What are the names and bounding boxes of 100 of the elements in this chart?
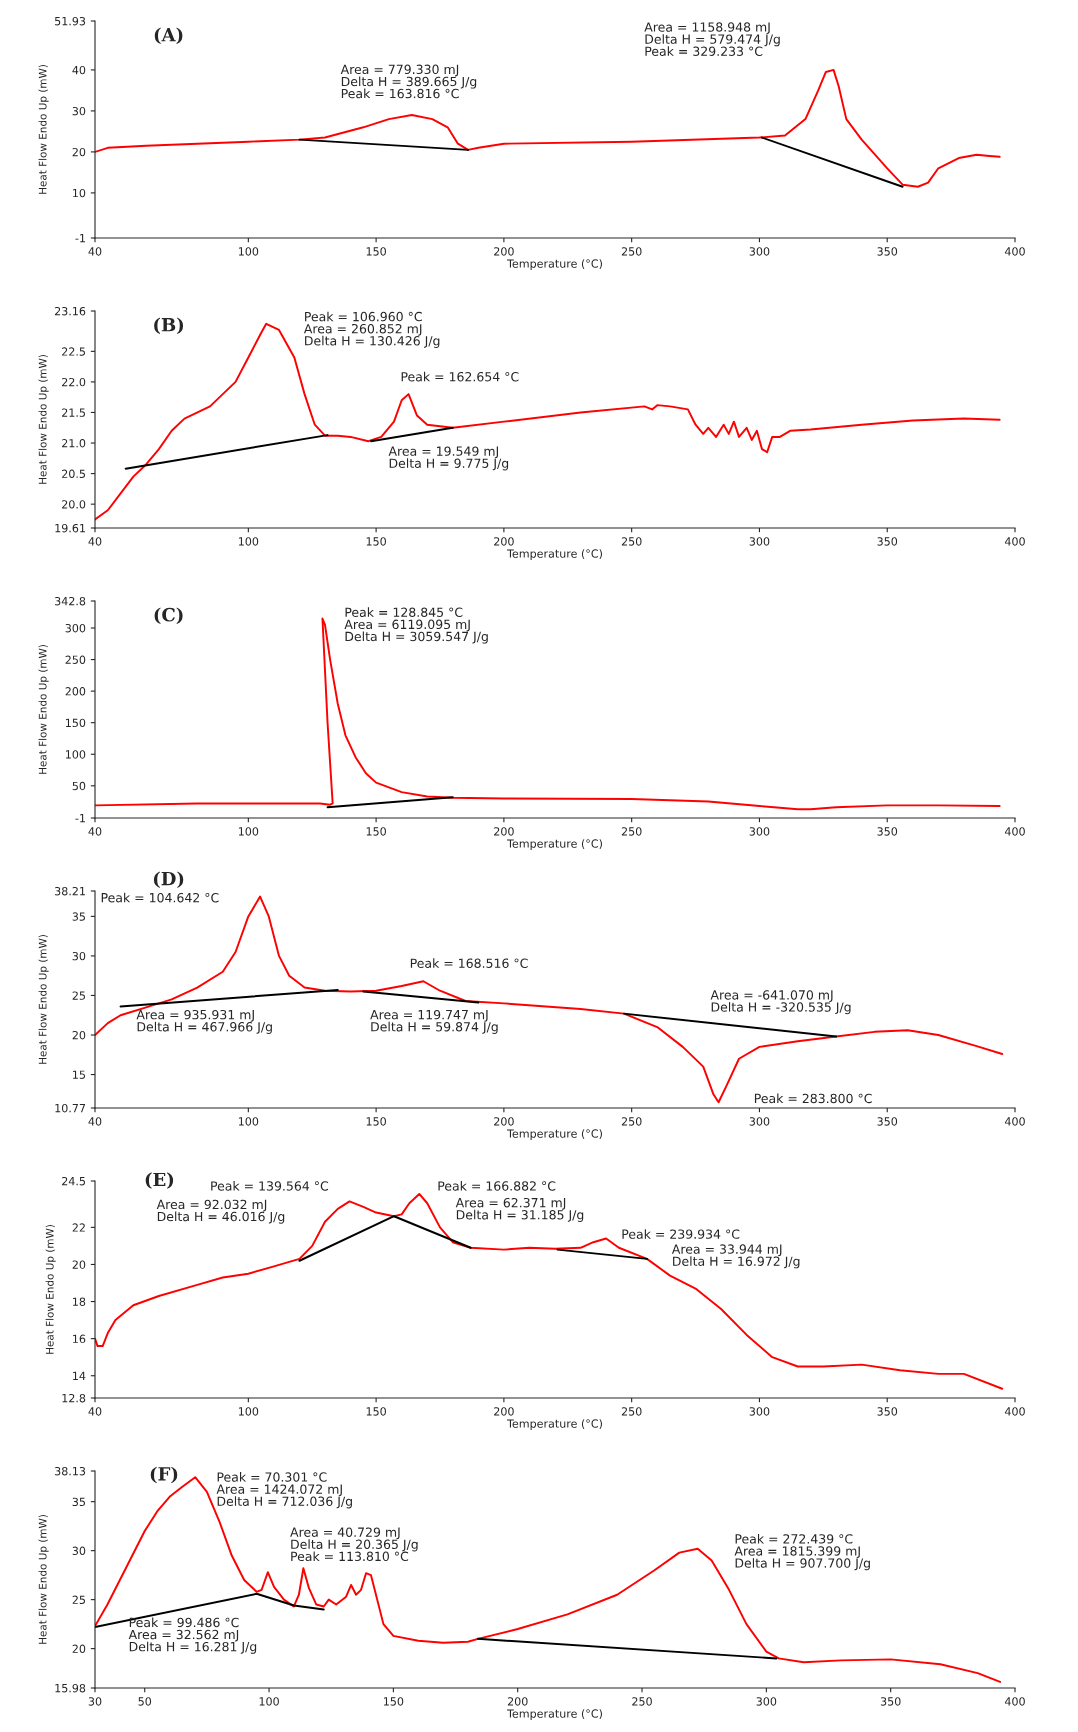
y-tick-label: 16 (73, 1334, 86, 1344)
x-tick-label: 150 (383, 1697, 404, 1706)
y-tick-label: 18 (73, 1297, 86, 1306)
y-tick-label: 20 (72, 1260, 86, 1269)
y-tick-label: 300 (65, 623, 86, 633)
annotation: Area = 92.032 mJ Delta H = 46.016 J/g (156, 1199, 285, 1224)
annotation: Peak = 166.882 °C (438, 1181, 556, 1191)
x-tick-label: 40 (88, 247, 102, 256)
y-tick-label: 200 (65, 687, 86, 696)
x-tick-label: 250 (621, 1117, 642, 1126)
x-tick-label: 400 (1004, 1407, 1025, 1416)
y-tick-label: -1 (75, 814, 85, 823)
x-tick-label: 250 (621, 827, 642, 836)
annotation: Area = -641.070 mJ Delta H = -320.535 J/g (710, 990, 851, 1015)
y-tick-label: 20 (72, 1030, 86, 1040)
annotation: Peak = 106.960 °C Area = 260.852 mJ Delta H = 130.426 J/g (303, 311, 440, 348)
annotation: Peak = 283.800 °C (754, 1093, 872, 1104)
x-tick-label: 200 (494, 1117, 514, 1126)
x-tick-label: 350 (880, 1697, 901, 1706)
x-tick-label: 350 (877, 1117, 898, 1126)
line-series (95, 1193, 1004, 1390)
x-tick-label: 30 (88, 1697, 102, 1706)
y-tick-label: 21.0 (62, 439, 86, 448)
y-tick-label: 25 (72, 1595, 85, 1605)
annotation: Area = 19.549 mJ Delta H = 9.775 J/g (388, 446, 509, 471)
x-tick-label: 400 (1004, 247, 1025, 256)
y-axis-title: Heat Flow Endo Up (mW) (38, 65, 49, 194)
annotation: Peak = 168.516 °C (410, 958, 528, 968)
x-tick-label: 150 (366, 827, 386, 836)
x-tick-label: 250 (621, 247, 642, 256)
y-tick-label: 24.5 (62, 1176, 85, 1186)
y-tick-label: 35 (72, 912, 85, 921)
y-tick-label: 15 (73, 1070, 85, 1079)
y-tick-label: 342.8 (55, 596, 86, 606)
x-tick-label: 100 (238, 1407, 259, 1416)
y-tick-label: 250 (65, 655, 86, 664)
x-tick-label: 200 (494, 537, 514, 546)
x-tick-label: 350 (877, 827, 898, 836)
y-axis-title: Heat Flow Endo Up (mW) (38, 645, 49, 774)
y-tick-label: 12.8 (62, 1393, 86, 1403)
x-tick-label: 150 (366, 1407, 386, 1416)
x-tick-label: 300 (749, 537, 770, 546)
chart-title: (D) (153, 871, 184, 888)
y-tick-label: 15.98 (55, 1683, 86, 1693)
y-tick-label: 10 (73, 188, 86, 198)
y-tick-label: 35 (72, 1497, 85, 1507)
y-axis-title: Heat Flow Endo Up (mW) (38, 355, 49, 484)
x-tick-label: 100 (259, 1697, 279, 1706)
x-tick-label: 40 (88, 1117, 102, 1126)
y-tick-label: 50 (72, 781, 86, 791)
y-tick-label: 25 (72, 991, 85, 1000)
y-tick-label: 30 (72, 951, 86, 961)
x-tick-label: 300 (749, 247, 770, 256)
x-tick-label: 100 (238, 247, 259, 256)
annotation: Peak = 162.654 °C (401, 371, 519, 382)
x-tick-label: 400 (1004, 827, 1025, 836)
chart-title: (F) (150, 1466, 178, 1484)
x-tick-label: 300 (749, 1117, 770, 1126)
x-tick-label: 200 (494, 827, 514, 836)
annotation: Peak = 139.564 °C (211, 1181, 329, 1191)
annotation: Peak = 128.845 °C Area = 6119.095 mJ Delta H = 3059.547 J/g (344, 607, 488, 644)
x-tick-label: 200 (494, 247, 514, 256)
y-tick-label: 150 (65, 718, 86, 728)
y-tick-label: 23.16 (54, 306, 86, 316)
x-tick-label: 200 (494, 1407, 514, 1416)
y-tick-label: 20 (72, 1644, 86, 1653)
chart-title: (C) (154, 607, 183, 625)
y-tick-label: 100 (65, 750, 86, 759)
x-tick-label: 40 (88, 827, 102, 836)
annotation: Peak = 99.486 °C Area = 32.562 mJ Delta H = 16.281 J/g (128, 1617, 257, 1654)
x-tick-label: 400 (1004, 1697, 1025, 1706)
annotation: Peak = 104.642 °C (101, 892, 219, 903)
x-tick-label: 100 (238, 827, 259, 836)
y-tick-label: 22 (72, 1223, 85, 1232)
x-tick-label: 300 (749, 1407, 770, 1416)
x-tick-label: 400 (1004, 537, 1025, 546)
y-tick-label: 22.0 (62, 377, 86, 387)
y-tick-label: 30 (72, 1546, 86, 1556)
annotation: Area = 40.729 mJ Delta H = 20.365 J/g Peak = 113.810 °C (290, 1527, 418, 1562)
x-tick-label: 100 (238, 1117, 259, 1126)
chart-title: (B) (154, 317, 184, 335)
annotation: Area = 119.747 mJ Delta H = 59.874 J/g (370, 1009, 498, 1034)
y-axis-title: Heat Flow Endo Up (mW) (38, 935, 49, 1064)
y-tick-label: 19.61 (55, 523, 85, 533)
y-tick-label: 21.5 (62, 408, 85, 417)
x-tick-label: 300 (749, 827, 770, 836)
y-axis-title: Heat Flow Endo Up (mW) (45, 1225, 56, 1354)
x-tick-label: 300 (756, 1697, 777, 1706)
y-tick-label: 20.5 (62, 469, 85, 478)
x-tick-label: 40 (88, 1407, 102, 1416)
annotation: Area = 33.944 mJ Delta H = 16.972 J/g (671, 1244, 800, 1269)
x-tick-label: 150 (366, 1117, 386, 1126)
annotation: Area = 1158.948 mJ Delta H = 579.474 J/g Peak = 329.233 °C (644, 22, 780, 56)
y-tick-label: 38.21 (55, 886, 85, 896)
y-tick-label: 20.0 (62, 500, 86, 509)
y-tick-label: 20 (72, 147, 86, 157)
x-axis-title: Temperature (°C) (507, 839, 602, 850)
annotation: Peak = 272.439 °C Area = 1815.399 mJ Delta H = 907.700 J/g (734, 1533, 870, 1571)
x-tick-label: 400 (1004, 1117, 1025, 1126)
annotation: Peak = 70.301 °C Area = 1424.072 mJ Delta H = 712.036 J/g (216, 1472, 352, 1509)
